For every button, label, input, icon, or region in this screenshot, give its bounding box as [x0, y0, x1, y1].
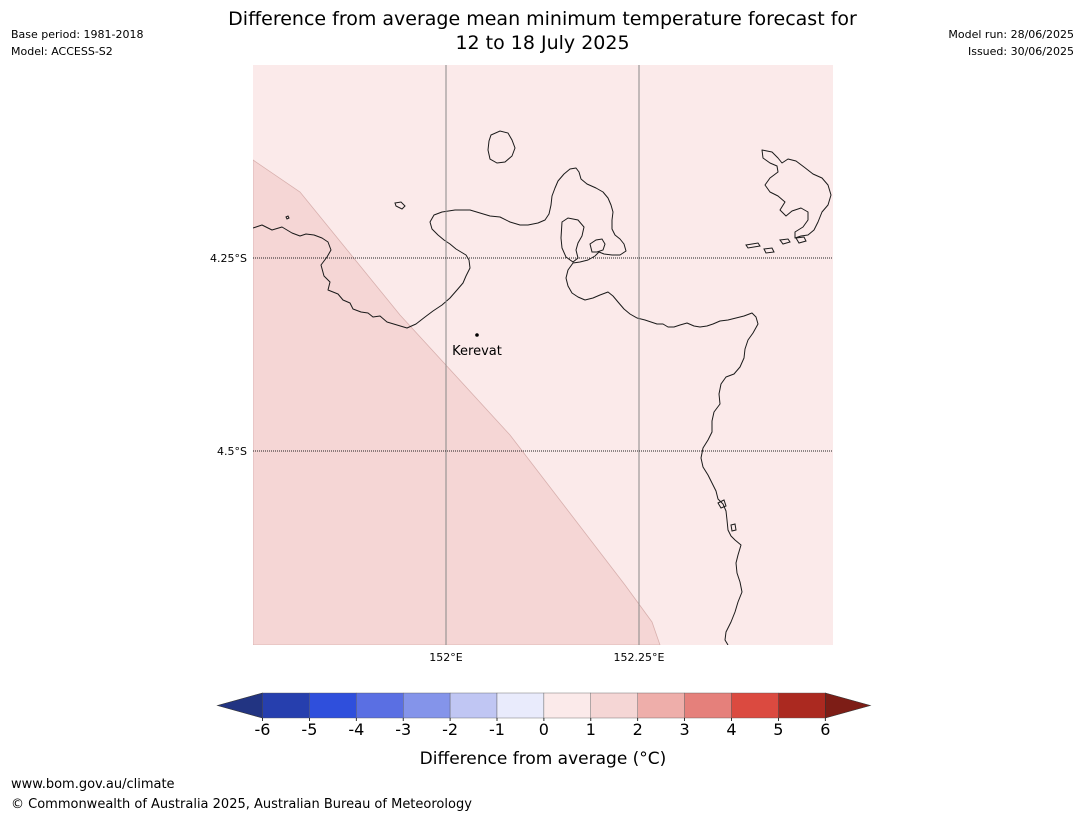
lat-label: 4.5°S — [217, 445, 247, 458]
colorbar-tick-label: 5 — [773, 720, 783, 739]
title-line-1: Difference from average mean minimum tem… — [228, 8, 857, 30]
graticule — [253, 65, 833, 645]
colorbar-tick-label: -3 — [395, 720, 411, 739]
colorbar-segment — [403, 692, 451, 719]
island-east-bay — [589, 238, 606, 253]
colorbar-segment — [449, 692, 498, 719]
colorbar-segment — [637, 692, 685, 719]
base-period-text: Base period: 1981-2018 — [11, 28, 144, 41]
island-north-central — [487, 130, 516, 164]
anomaly-region-1-to-2 — [253, 159, 661, 645]
chart-title: Difference from average mean minimum tem… — [0, 7, 1085, 55]
place-label-kerevat: Kerevat — [452, 344, 502, 359]
colorbar-segment — [356, 692, 404, 719]
model-run-text: Model run: 28/06/2025 — [948, 28, 1074, 41]
kerevat-marker — [475, 333, 479, 337]
coastline-west-new-britain — [253, 167, 759, 645]
island-east-coast-1 — [717, 499, 727, 509]
forecast-metadata-left: Base period: 1981-2018 Model: ACCESS-S2 — [11, 26, 143, 60]
colorbar-tick-label: -5 — [301, 720, 317, 739]
colorbar-segment — [778, 692, 826, 719]
island-ne-small-2 — [795, 236, 807, 244]
colorbar-tick-label: 1 — [586, 720, 596, 739]
coastline-new-ireland — [761, 149, 832, 239]
website-link[interactable]: www.bom.gov.au/climate — [11, 777, 175, 792]
island-ne-small-4 — [745, 242, 761, 249]
island-small-west — [394, 201, 406, 210]
island-neck — [560, 217, 585, 263]
coastlines — [253, 130, 832, 645]
colorbar-segment — [731, 692, 779, 719]
island-east-coast-2 — [730, 523, 737, 532]
colorbar: -6 -5 -4 -3 -2 -1 0 1 2 3 4 5 6 — [216, 692, 872, 739]
colorbar-extend-low — [216, 692, 263, 719]
title-line-2: 12 to 18 July 2025 — [455, 32, 630, 54]
copyright-text: © Commonwealth of Australia 2025, Austra… — [11, 797, 472, 812]
colorbar-segment — [590, 692, 638, 719]
issued-text: Issued: 30/06/2025 — [967, 45, 1074, 58]
colorbar-tick-label: 0 — [539, 720, 549, 739]
colorbar-tick-label: -1 — [489, 720, 505, 739]
colorbar-tick-label: 2 — [633, 720, 643, 739]
lon-label: 152.25°E — [614, 651, 665, 664]
colorbar-segment — [309, 692, 357, 719]
colorbar-tick-label: 3 — [680, 720, 690, 739]
map-panel: Kerevat 4.25°S 4.5°S 152°E 152.25°E — [210, 65, 833, 664]
colorbar-segment — [496, 692, 545, 719]
island-ne-small-3 — [763, 247, 775, 254]
footer: www.bom.gov.au/climate © Commonwealth of… — [11, 775, 472, 815]
colorbar-segment — [543, 692, 592, 719]
island-ne-small-1 — [779, 238, 791, 245]
colorbar-tick-label: 4 — [726, 720, 736, 739]
lat-label: 4.25°S — [210, 252, 247, 265]
colorbar-tick-label: 6 — [820, 720, 830, 739]
colorbar-segment — [262, 692, 310, 719]
colorbar-segment — [684, 692, 732, 719]
model-text: Model: ACCESS-S2 — [11, 45, 113, 58]
colorbar-extend-high — [824, 692, 872, 719]
lon-label: 152°E — [429, 651, 462, 664]
colorbar-title: Difference from average (°C) — [420, 749, 667, 769]
forecast-metadata-right: Model run: 28/06/2025 Issued: 30/06/2025 — [948, 26, 1074, 60]
island-tiny-west — [285, 215, 290, 220]
colorbar-tick-label: -4 — [348, 720, 364, 739]
colorbar-tick-label: -2 — [442, 720, 458, 739]
colorbar-tick-label: -6 — [255, 720, 271, 739]
